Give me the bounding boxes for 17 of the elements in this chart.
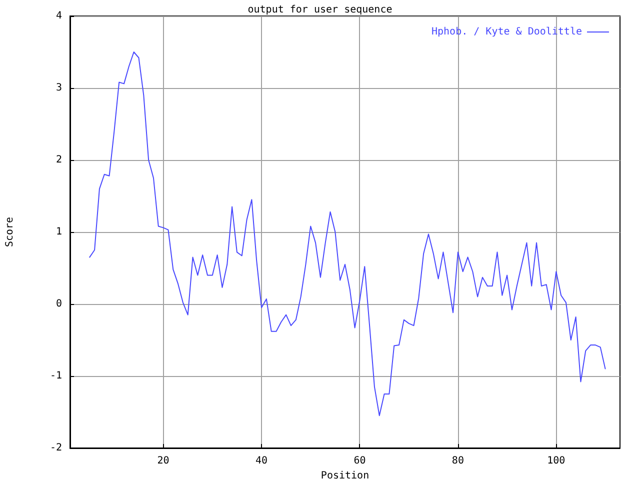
x-axis-title: Position bbox=[320, 470, 370, 480]
y-axis-title: Score bbox=[4, 216, 16, 248]
line-series bbox=[89, 52, 606, 416]
legend-label: Hphob. / Kyte & Doolittle bbox=[431, 26, 582, 38]
y-tick-label: 3 bbox=[56, 82, 62, 94]
x-tick-label: 20 bbox=[157, 456, 170, 466]
y-tick-label: 1 bbox=[56, 226, 62, 238]
y-tick-label: 2 bbox=[56, 154, 62, 166]
y-tick-label: -1 bbox=[50, 370, 62, 382]
x-tick-label: 60 bbox=[354, 456, 366, 466]
y-tick-label: -2 bbox=[50, 442, 62, 454]
x-tick-label: 40 bbox=[255, 456, 268, 466]
y-tick-label: 4 bbox=[56, 10, 62, 22]
y-tick-label: 0 bbox=[56, 298, 62, 310]
chart-title: output for user sequence bbox=[248, 4, 392, 16]
x-tick-label: 100 bbox=[547, 456, 566, 466]
x-tick-label: 80 bbox=[452, 456, 464, 466]
